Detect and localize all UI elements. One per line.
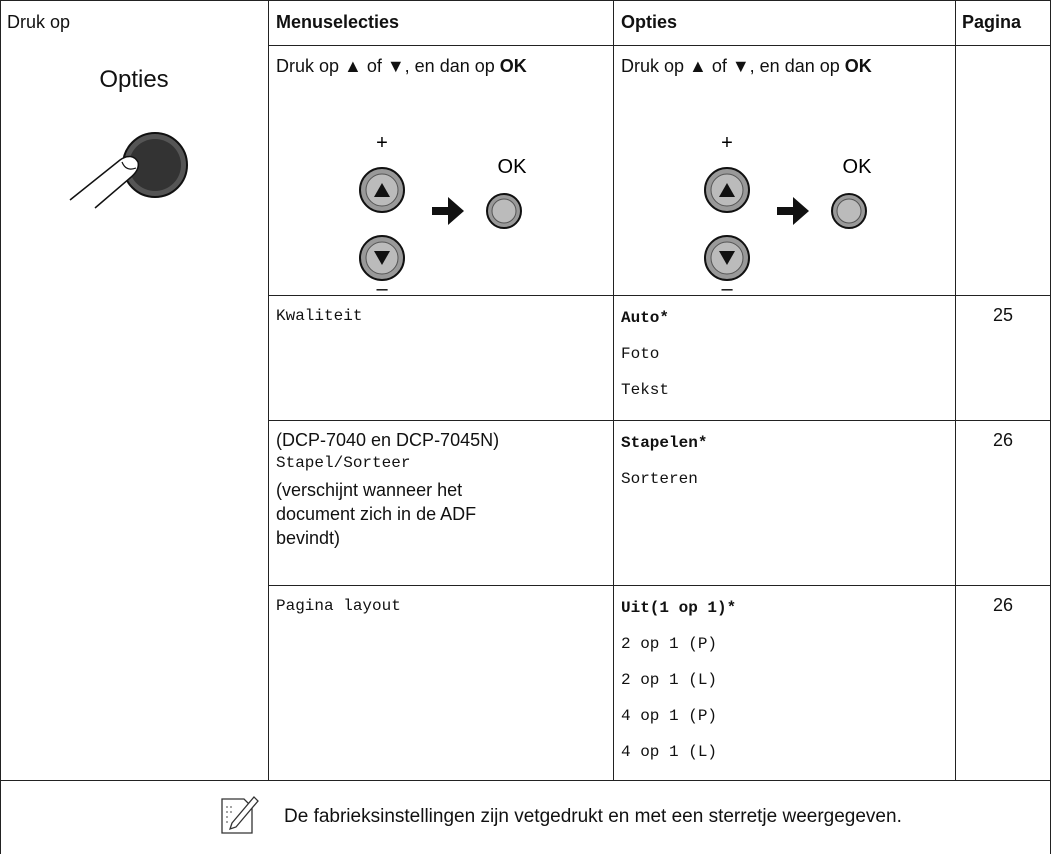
option: Uit(1 op 1)* bbox=[621, 599, 737, 617]
nav-diagram: + – OK bbox=[359, 132, 528, 295]
page-number: 26 bbox=[992, 430, 1014, 450]
arrow bbox=[777, 197, 809, 225]
arrow-glyph bbox=[719, 183, 735, 197]
option: 2 op 1 (L) bbox=[621, 671, 718, 689]
menu-item: bevindt) bbox=[276, 528, 341, 548]
arrow-glyph bbox=[374, 183, 390, 197]
rule bbox=[268, 420, 1051, 421]
plus-label: + bbox=[721, 132, 733, 154]
option: Sorteren bbox=[621, 470, 698, 488]
page-number: 25 bbox=[992, 305, 1014, 325]
ok-button-inner bbox=[491, 198, 517, 224]
instruction: Druk op ▲ of ▼, en dan op OK bbox=[621, 56, 872, 76]
menu-item: Pagina layout bbox=[276, 597, 401, 615]
header-cell: Menuselecties bbox=[276, 12, 400, 32]
rule bbox=[613, 0, 614, 780]
instruction: Druk op ▲ of ▼, en dan op OK bbox=[276, 56, 527, 76]
rule bbox=[0, 780, 1051, 781]
option: 2 op 1 (P) bbox=[621, 635, 718, 653]
ok-button-inner bbox=[836, 198, 862, 224]
rule bbox=[268, 585, 1051, 586]
rule bbox=[268, 0, 269, 780]
option: Stapelen* bbox=[621, 434, 708, 452]
minus-label: – bbox=[721, 278, 733, 295]
menu-item: (DCP-7040 en DCP-7045N) bbox=[276, 430, 500, 450]
menu-item: Kwaliteit bbox=[276, 307, 363, 325]
rule bbox=[268, 45, 1051, 46]
rule bbox=[955, 0, 956, 780]
ok-label: OK bbox=[498, 156, 528, 178]
arrow-glyph bbox=[374, 251, 390, 265]
header-cell: Pagina bbox=[962, 12, 1022, 32]
menu-item: document zich in de ADF bbox=[276, 504, 477, 524]
option: 4 op 1 (L) bbox=[621, 743, 718, 761]
rule bbox=[0, 0, 1051, 1]
option: 4 op 1 (P) bbox=[621, 707, 718, 725]
arrow-glyph bbox=[719, 251, 735, 265]
menu-item: (verschijnt wanneer het bbox=[276, 480, 463, 500]
button-icon bbox=[69, 132, 188, 209]
rule bbox=[268, 295, 1051, 296]
ok-label: OK bbox=[843, 156, 873, 178]
header-cell: Opties bbox=[621, 12, 678, 32]
arrow bbox=[432, 197, 464, 225]
note-icon bbox=[221, 796, 259, 834]
button-label: Opties bbox=[99, 66, 169, 93]
option: Auto* bbox=[621, 309, 670, 327]
plus-label: + bbox=[376, 132, 388, 154]
note: De fabrieksinstellingen zijn vetgedrukt … bbox=[284, 806, 902, 827]
minus-label: – bbox=[376, 278, 388, 295]
menu-item: Stapel/Sorteer bbox=[276, 454, 411, 472]
rule bbox=[0, 0, 1, 854]
header-cell: Druk op bbox=[7, 12, 71, 32]
page-number: 26 bbox=[992, 595, 1014, 615]
option: Foto bbox=[621, 345, 660, 363]
option: Tekst bbox=[621, 381, 670, 399]
nav-diagram: + – OK bbox=[704, 132, 873, 295]
